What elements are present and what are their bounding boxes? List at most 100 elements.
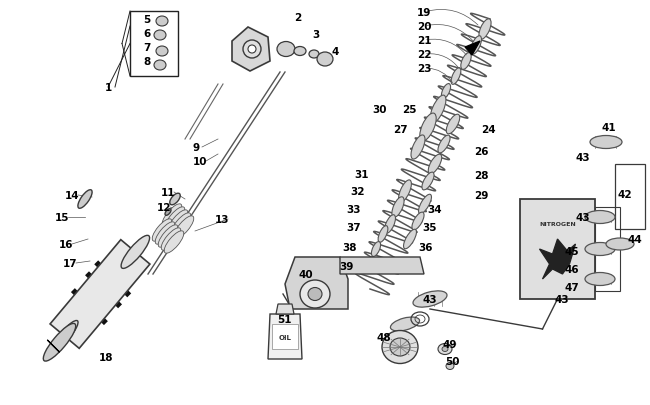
Ellipse shape: [154, 31, 166, 41]
Text: 43: 43: [576, 153, 590, 162]
Polygon shape: [232, 28, 270, 72]
Ellipse shape: [365, 257, 374, 271]
Text: 21: 21: [417, 36, 431, 46]
Text: 6: 6: [144, 29, 151, 39]
Text: 20: 20: [417, 22, 431, 32]
Ellipse shape: [371, 242, 380, 257]
Text: 34: 34: [428, 205, 442, 215]
Text: 12: 12: [157, 202, 171, 213]
Text: 39: 39: [339, 261, 353, 271]
Text: 10: 10: [193, 157, 207, 166]
Ellipse shape: [277, 43, 295, 58]
Ellipse shape: [585, 211, 615, 224]
Ellipse shape: [152, 219, 172, 242]
Ellipse shape: [585, 273, 615, 286]
Text: 47: 47: [565, 282, 579, 292]
Text: 8: 8: [144, 57, 151, 67]
Text: 18: 18: [99, 352, 113, 362]
Ellipse shape: [438, 136, 450, 153]
Text: 5: 5: [144, 15, 151, 25]
Text: 41: 41: [602, 123, 616, 133]
Text: 24: 24: [481, 125, 495, 135]
Ellipse shape: [422, 173, 434, 190]
Text: 4: 4: [332, 47, 339, 57]
Text: 2: 2: [294, 13, 302, 23]
Ellipse shape: [382, 331, 418, 364]
Text: 40: 40: [299, 269, 313, 279]
Text: 45: 45: [565, 246, 579, 256]
Text: 15: 15: [55, 213, 70, 222]
Ellipse shape: [171, 213, 191, 236]
Ellipse shape: [391, 317, 419, 331]
Polygon shape: [276, 304, 294, 314]
Text: 35: 35: [422, 222, 437, 232]
Polygon shape: [47, 340, 60, 352]
Text: 48: 48: [377, 332, 391, 342]
Ellipse shape: [428, 155, 442, 175]
Ellipse shape: [248, 46, 256, 54]
Ellipse shape: [317, 53, 333, 67]
Ellipse shape: [155, 222, 175, 245]
Ellipse shape: [420, 114, 436, 142]
Text: 27: 27: [393, 125, 408, 135]
Ellipse shape: [168, 210, 188, 232]
Polygon shape: [50, 240, 150, 348]
Text: 43: 43: [554, 294, 569, 304]
Text: 19: 19: [417, 8, 431, 18]
Ellipse shape: [471, 36, 482, 55]
Ellipse shape: [392, 197, 404, 217]
Text: 38: 38: [343, 243, 358, 252]
Text: 17: 17: [62, 258, 77, 269]
Text: 46: 46: [565, 264, 579, 274]
Ellipse shape: [378, 226, 388, 243]
Text: 31: 31: [355, 170, 369, 179]
Ellipse shape: [44, 324, 75, 361]
Ellipse shape: [154, 61, 166, 71]
Text: NITROGEN: NITROGEN: [539, 222, 576, 227]
Ellipse shape: [441, 84, 450, 99]
Polygon shape: [465, 42, 480, 56]
Ellipse shape: [165, 207, 185, 230]
Text: 37: 37: [346, 222, 361, 232]
Polygon shape: [268, 314, 302, 359]
Ellipse shape: [164, 231, 184, 254]
Ellipse shape: [51, 321, 78, 352]
Text: 23: 23: [417, 64, 431, 74]
Text: 16: 16: [58, 239, 73, 249]
Ellipse shape: [385, 215, 395, 234]
Text: 25: 25: [402, 105, 416, 115]
Ellipse shape: [606, 239, 634, 250]
Text: 44: 44: [628, 234, 642, 244]
Text: 51: 51: [277, 314, 291, 324]
Ellipse shape: [404, 230, 417, 249]
Text: 36: 36: [419, 243, 434, 252]
Ellipse shape: [170, 194, 180, 205]
Text: 7: 7: [143, 43, 151, 53]
Ellipse shape: [461, 53, 471, 70]
Ellipse shape: [438, 344, 452, 355]
Ellipse shape: [161, 228, 181, 251]
Bar: [130, 12, 178, 77]
Text: 33: 33: [346, 205, 361, 215]
Ellipse shape: [479, 20, 491, 40]
Ellipse shape: [419, 195, 432, 214]
Polygon shape: [540, 239, 575, 279]
Text: 50: 50: [445, 356, 460, 366]
Text: 32: 32: [351, 187, 365, 196]
Text: 1: 1: [105, 83, 112, 93]
Ellipse shape: [300, 280, 330, 308]
Ellipse shape: [411, 136, 425, 160]
Ellipse shape: [413, 291, 447, 307]
Text: 14: 14: [65, 190, 79, 200]
Ellipse shape: [243, 41, 261, 59]
Bar: [595, 207, 620, 291]
Polygon shape: [285, 257, 348, 309]
Ellipse shape: [585, 243, 615, 256]
Ellipse shape: [308, 288, 322, 301]
Text: 43: 43: [576, 213, 590, 222]
Text: 26: 26: [474, 147, 488, 157]
Ellipse shape: [165, 209, 171, 216]
Ellipse shape: [294, 47, 306, 56]
Text: 9: 9: [192, 143, 200, 153]
Ellipse shape: [309, 51, 319, 59]
